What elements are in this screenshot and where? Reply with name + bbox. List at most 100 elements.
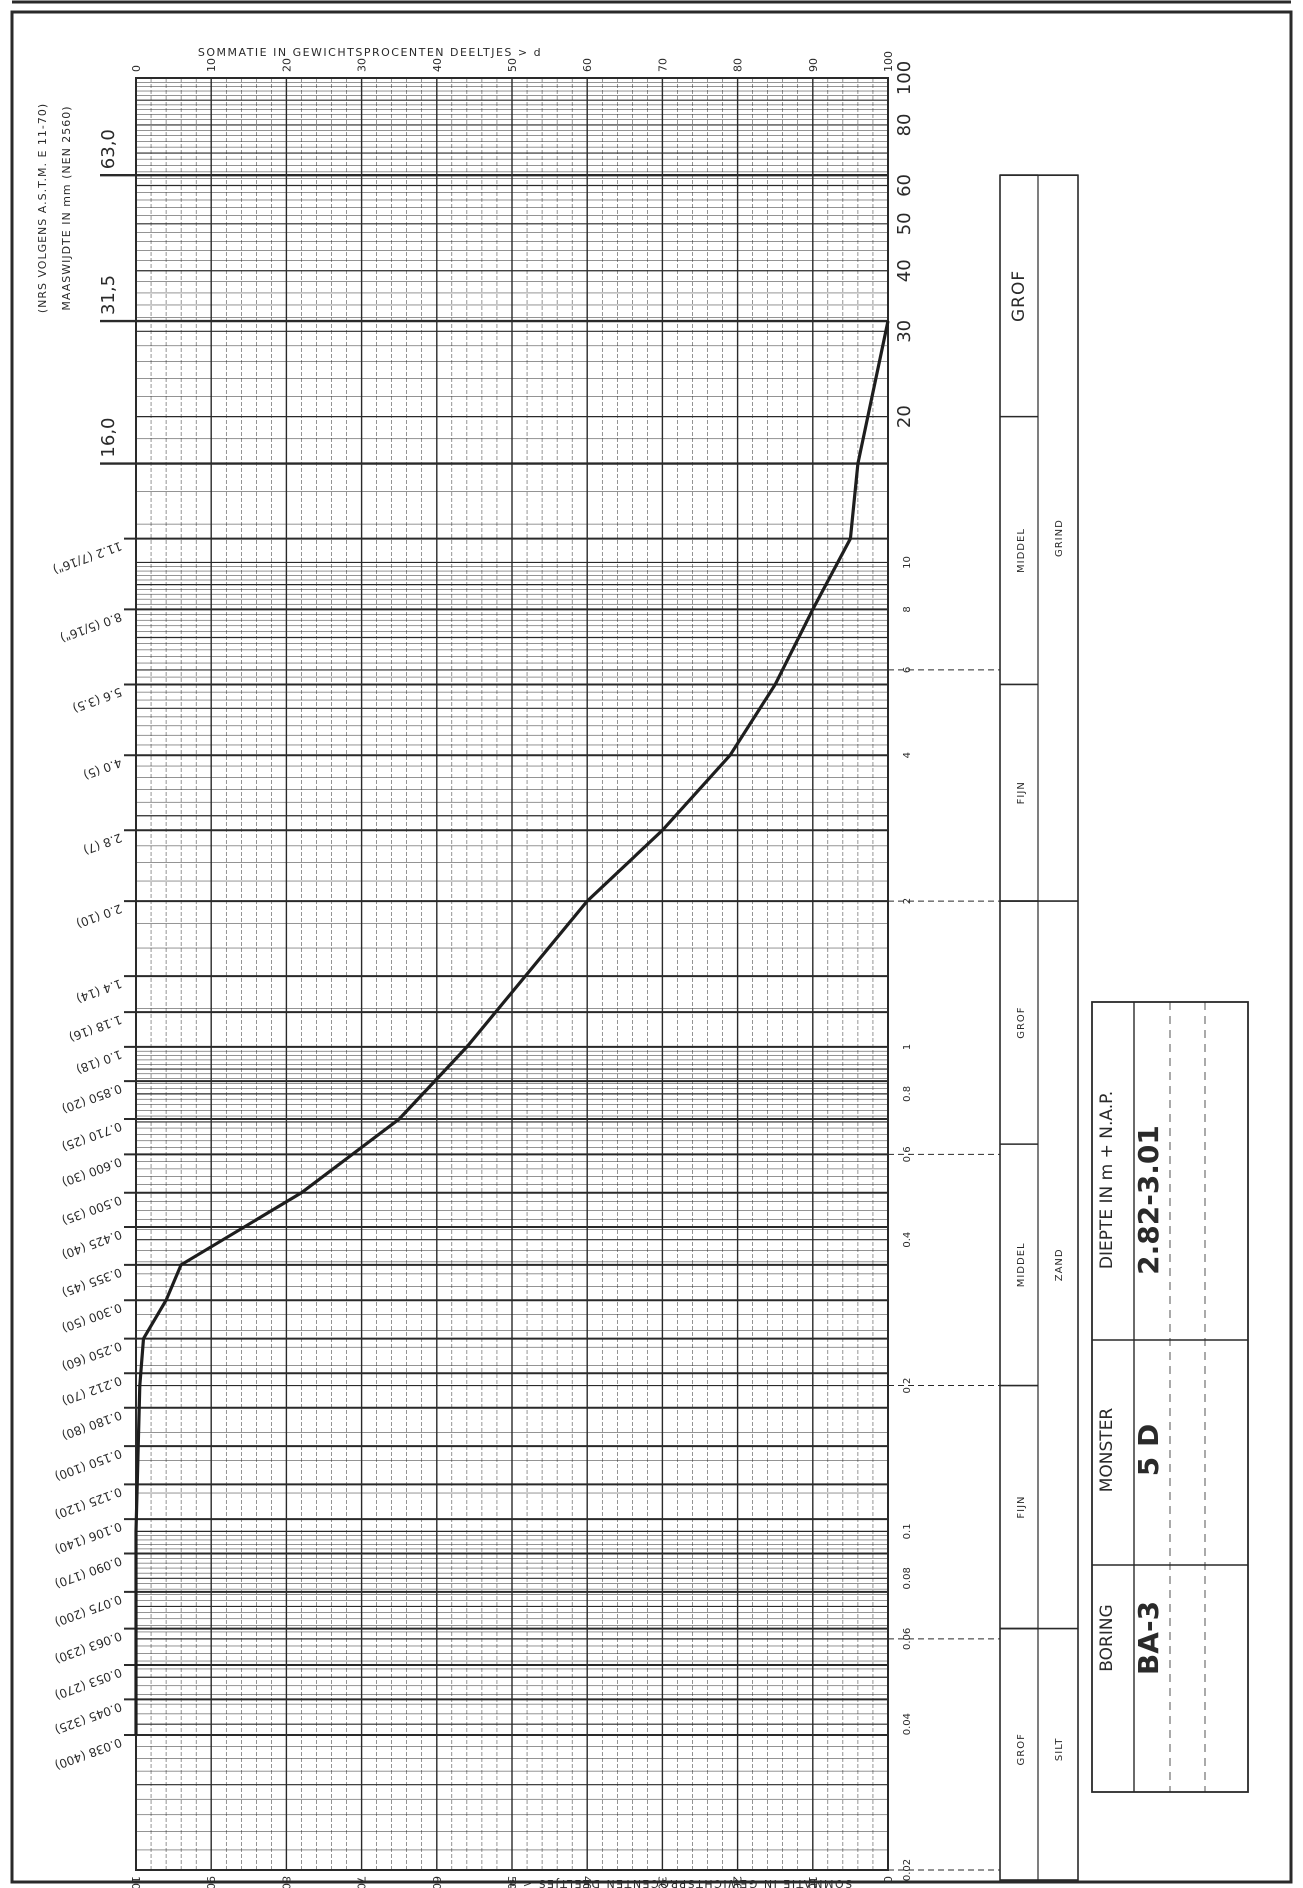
soil-class-label: SILT	[1054, 1737, 1065, 1761]
bottom-tick-label: 50	[505, 1876, 518, 1888]
top-tick-label: 40	[431, 58, 444, 72]
fraction-label: FIJN	[1016, 781, 1027, 804]
sieve-label: 8.0 (5/16")	[58, 610, 124, 645]
sieve-label: 0.500 (35)	[60, 1193, 124, 1228]
boring-label: BORING	[1097, 1604, 1117, 1671]
size-tick-label: 40	[894, 259, 915, 282]
top-tick-label: 20	[280, 58, 293, 72]
bottom-tick-label: 40	[580, 1876, 593, 1888]
monster-value: 5 D	[1132, 1424, 1165, 1476]
monster-label: MONSTER	[1097, 1408, 1117, 1493]
size-tick-label: 80	[894, 113, 915, 136]
soil-class-label: ZAND	[1054, 1248, 1065, 1281]
mesh-label: 31,5	[98, 275, 119, 315]
fraction-label: MIDDEL	[1016, 528, 1027, 573]
fraction-label: GROF	[1016, 1006, 1027, 1038]
sieve-label: 0.125 (120)	[53, 1485, 124, 1522]
size-tick-label: 8	[902, 606, 913, 612]
top-tick-label: 30	[356, 58, 369, 72]
sieve-label: 0.150 (100)	[53, 1446, 124, 1483]
sieve-label: 0.710 (25)	[60, 1119, 124, 1154]
size-tick-label: 20	[894, 405, 915, 428]
size-tick-label: 0.4	[902, 1232, 913, 1248]
sieve-label: 0.600 (30)	[60, 1155, 124, 1190]
top-tick-label: 10	[205, 58, 218, 72]
mesh-label: 16,0	[98, 417, 119, 457]
size-tick-label: 0.8	[902, 1086, 913, 1102]
sieve-label: 1.4 (14)	[74, 976, 123, 1005]
bottom-tick-label: 20	[731, 1876, 744, 1888]
sieve-label: 0.212 (70)	[60, 1373, 124, 1408]
top-tick-label: 60	[581, 58, 594, 72]
size-tick-label: 10	[902, 556, 913, 569]
size-tick-label: 0.2	[902, 1378, 913, 1394]
mesh-caption: MAASWIJDTE IN mm (NEN 2560)	[60, 105, 73, 310]
sieve-caption: (NRS VOLGENS A.S.T.M. E 11-70)	[36, 103, 49, 313]
sieve-label: 0.063 (230)	[53, 1629, 124, 1666]
bottom-tick-label: 70	[355, 1876, 368, 1888]
class-frame	[999, 174, 1079, 1881]
size-tick-label: 100	[894, 61, 915, 95]
top-tick-label: 80	[732, 58, 745, 72]
diepte-value: 2.82-3.01	[1132, 1125, 1165, 1275]
bottom-axis-caption: SOMMATIE IN GEWICHTSPROCENTEN DEELTJES <…	[508, 1877, 852, 1888]
size-tick-label: 50	[894, 212, 915, 235]
sheet-frame	[10, 0, 1293, 1884]
bottom-tick-label: 100	[129, 1876, 142, 1888]
size-tick-label: 0.02	[902, 1859, 913, 1881]
size-tick-label: 0.1	[902, 1523, 913, 1539]
sieve-label: 0.038 (400)	[53, 1735, 124, 1772]
bottom-tick-label: 0	[881, 1876, 894, 1883]
chart-grid	[135, 77, 889, 1871]
soil-class-label: GRIND	[1054, 519, 1065, 557]
sieve-label: 0.106 (140)	[53, 1519, 124, 1556]
size-tick-label: 0.04	[902, 1713, 913, 1735]
diepte-label: DIEPTE IN m + N.A.P.	[1097, 1091, 1117, 1269]
size-tick-label: 0.6	[902, 1146, 913, 1162]
size-tick-label: 4	[902, 752, 913, 758]
boring-value: BA-3	[1132, 1601, 1165, 1675]
sieve-label: 0.180 (80)	[60, 1408, 124, 1443]
fraction-label: GROF	[1016, 1733, 1027, 1765]
plot-border	[135, 77, 889, 1871]
size-tick-label: 1	[902, 1044, 913, 1050]
top-tick-label: 0	[130, 65, 143, 72]
bottom-tick-label: 60	[430, 1876, 443, 1888]
sieve-label: 0.300 (50)	[60, 1300, 124, 1335]
sieve-lines: 0.038 (400)0.045 (325)0.053 (270)0.063 (…	[51, 129, 888, 1772]
sieve-label: 0.045 (325)	[53, 1700, 124, 1737]
bottom-tick-label: 10	[806, 1876, 819, 1888]
top-tick-label: 50	[506, 58, 519, 72]
sieve-label: 2.0 (10)	[74, 901, 123, 930]
size-tick-label: 0.06	[902, 1628, 913, 1650]
grading-curve-line	[134, 320, 890, 1735]
top-tick-label: 70	[656, 58, 669, 72]
sieve-label: 5.6 (3.5)	[71, 685, 124, 716]
top-axis-caption: SOMMATIE IN GEWICHTSPROCENTEN DEELTJES >…	[198, 46, 542, 59]
size-tick-label: 6	[902, 667, 913, 673]
bottom-tick-label: 30	[655, 1876, 668, 1888]
sieve-label: 1.18 (16)	[67, 1012, 124, 1044]
sieve-label: 0.090 (170)	[53, 1554, 124, 1591]
size-tick-label: 0.08	[902, 1567, 913, 1589]
sieve-label: 11.2 (7/16")	[51, 539, 124, 577]
bottom-tick-label: 80	[279, 1876, 292, 1888]
fraction-label: FIJN	[1016, 1495, 1027, 1518]
outer-border	[10, 10, 1293, 1884]
bottom-tick-label: 90	[204, 1876, 217, 1888]
sieve-label: 0.075 (200)	[53, 1592, 124, 1629]
sieve-label: 4.0 (5)	[81, 755, 123, 782]
sieve-label: 0.425 (40)	[60, 1227, 124, 1262]
size-tick-label: 60	[894, 174, 915, 197]
sample-info-box: BORING BA-3 MONSTER 5 D DIEPTE IN m + N.A.P.…	[1091, 1001, 1249, 1793]
mesh-label: 63,0	[98, 129, 119, 169]
sieve-label: 2.8 (7)	[81, 830, 123, 857]
fraction-label: GROF	[1009, 270, 1029, 322]
size-tick-label: 30	[894, 320, 915, 343]
top-tick-label: 90	[807, 58, 820, 72]
classification-table: GROF FIJN MIDDEL GROF FIJN MIDDEL GROF SILT ZAND…	[888, 174, 1079, 1881]
sieve-label: 0.250 (60)	[60, 1339, 124, 1374]
grading-curve	[134, 320, 890, 1735]
